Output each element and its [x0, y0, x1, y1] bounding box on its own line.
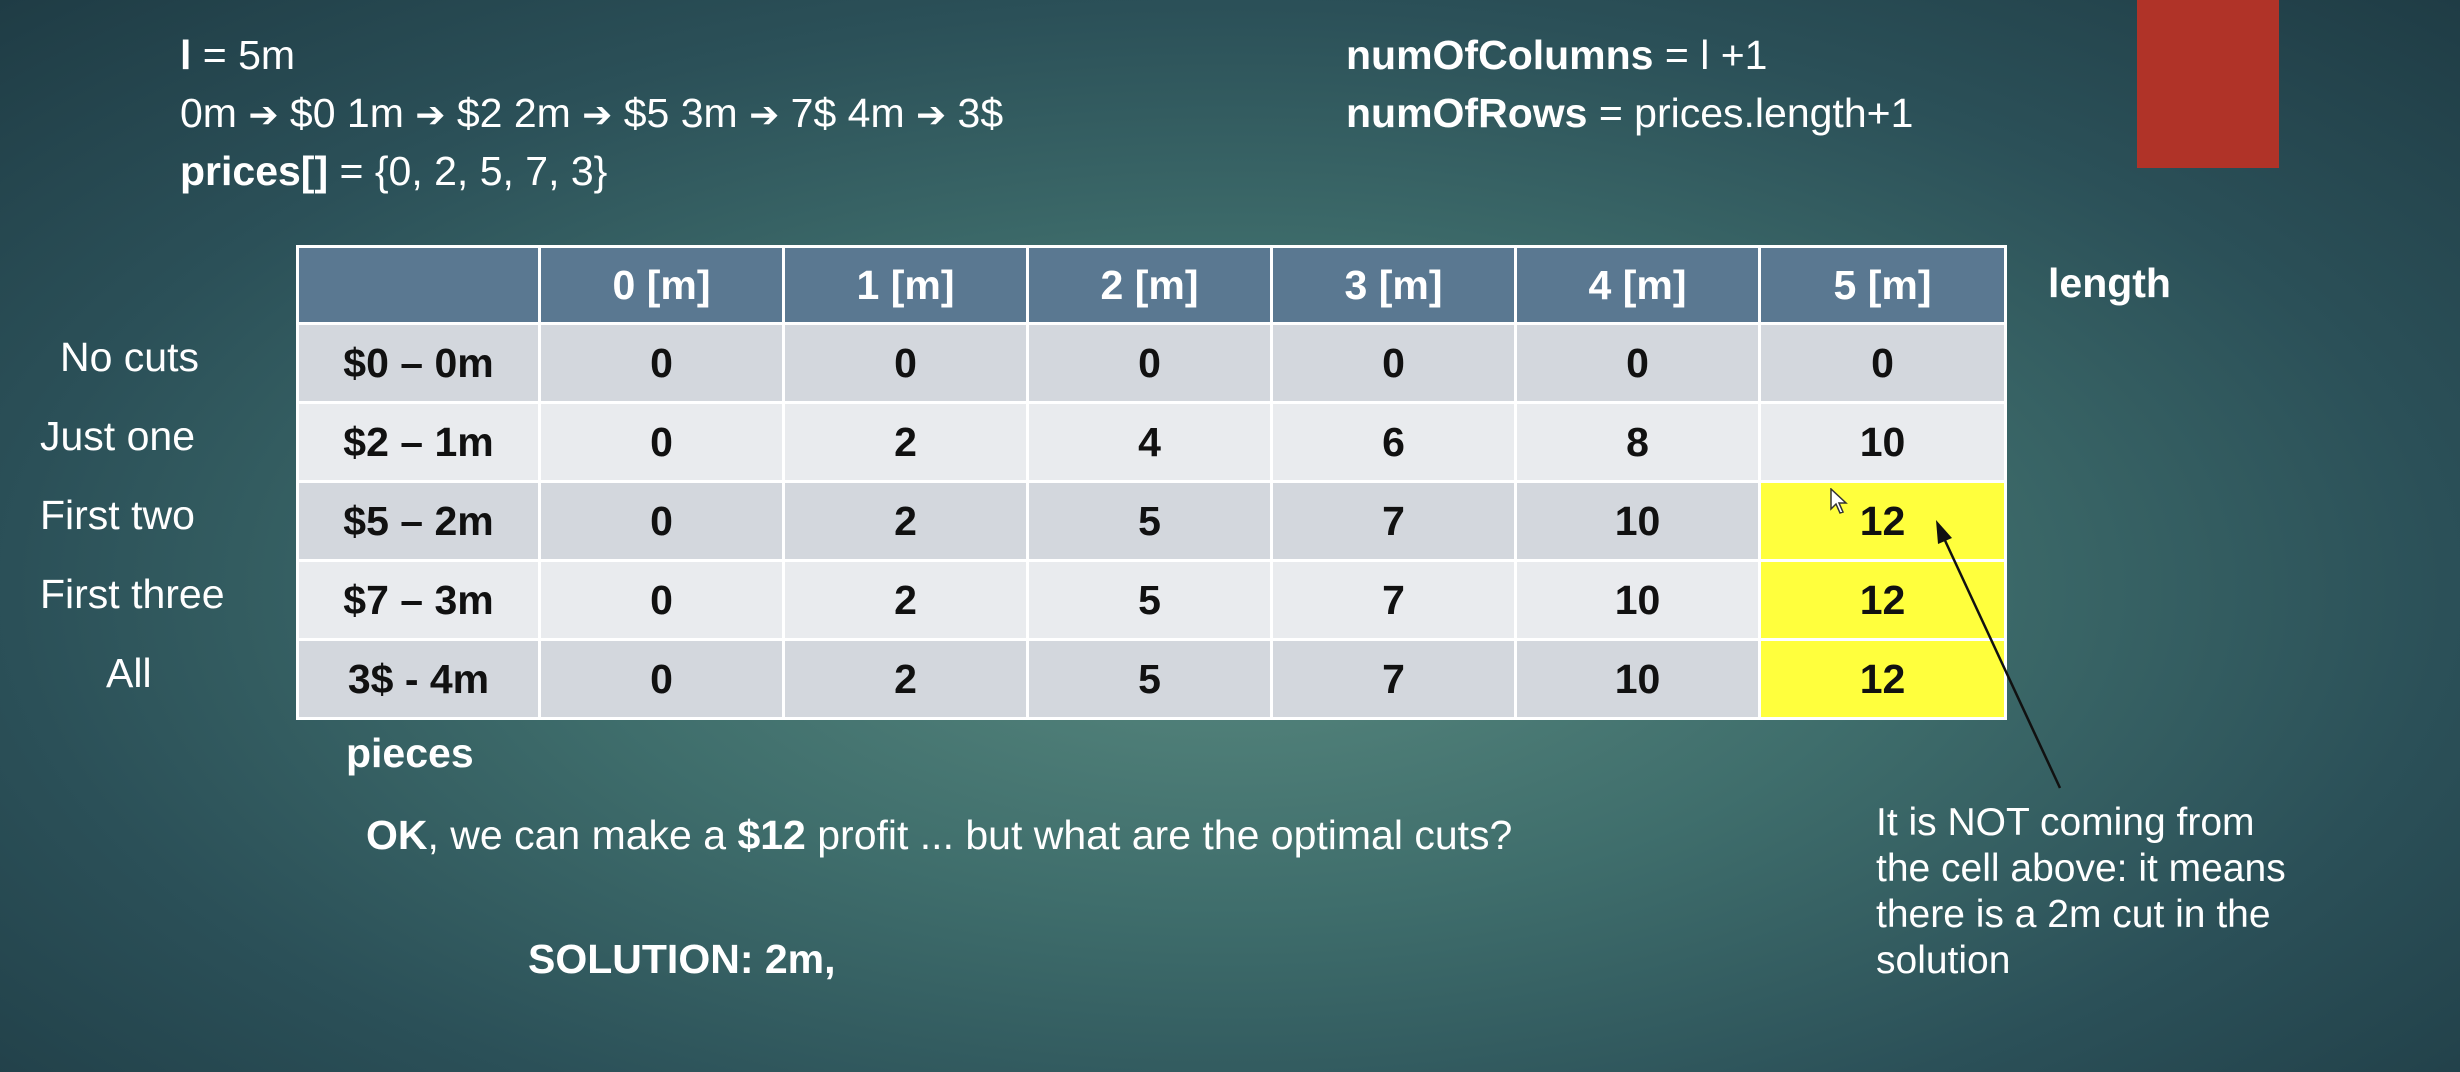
price-mapping: 0m ➔ $0 1m ➔ $2 2m ➔ $5 3m ➔ 7$ 4m ➔ 3$ — [180, 90, 1004, 136]
header-cell: 1 [m] — [782, 245, 1029, 325]
highlighted-cell: 12 — [1758, 480, 2007, 562]
columns-definition: numOfColumns = l +1 — [1346, 32, 1768, 78]
table-cell: 5 — [1026, 480, 1273, 562]
table-cell: 0 — [1514, 322, 1761, 404]
table-cell: 0 — [1758, 322, 2007, 404]
highlighted-cell: 12 — [1758, 638, 2007, 720]
table-row: $7 – 3m 0 2 5 7 10 12 — [296, 559, 2007, 641]
row-label-first-three: First three — [40, 571, 225, 617]
annotation-line: there is a 2m cut in the — [1876, 893, 2271, 936]
annotation-note: It is NOT coming from the cell above: it… — [1876, 800, 2286, 984]
axis-label-length: length — [2048, 260, 2171, 306]
prices-definition: prices[] = {0, 2, 5, 7, 3} — [180, 148, 608, 194]
table-row: $0 – 0m 0 0 0 0 0 0 — [296, 322, 2007, 404]
row-label-first-two: First two — [40, 492, 195, 538]
red-rectangle — [2137, 0, 2279, 168]
header-cell: 3 [m] — [1270, 245, 1517, 325]
table-cell: 6 — [1270, 401, 1517, 483]
table-cell: 0 — [538, 559, 785, 641]
question-text: OK, we can make a $12 profit ... but wha… — [366, 812, 1513, 858]
table-cell: 0 — [1270, 322, 1517, 404]
dp-table: 0 [m] 1 [m] 2 [m] 3 [m] 4 [m] 5 [m] $0 –… — [296, 245, 2007, 720]
row-label-just-one: Just one — [40, 413, 195, 459]
piece-cell: $2 – 1m — [296, 401, 541, 483]
table-cell: 0 — [538, 322, 785, 404]
header-cell: 4 [m] — [1514, 245, 1761, 325]
table-cell: 2 — [782, 401, 1029, 483]
cursor-icon — [1830, 488, 1848, 514]
table-cell: 10 — [1514, 559, 1761, 641]
rows-definition: numOfRows = prices.length+1 — [1346, 90, 1914, 136]
annotation-line: It is NOT coming from — [1876, 801, 2255, 844]
table-cell: 0 — [538, 401, 785, 483]
piece-cell: $5 – 2m — [296, 480, 541, 562]
table-row: 3$ - 4m 0 2 5 7 10 12 — [296, 638, 2007, 720]
annotation-line: solution — [1876, 939, 2011, 982]
table-cell: 7 — [1270, 480, 1517, 562]
table-cell: 4 — [1026, 401, 1273, 483]
table-cell: 5 — [1026, 559, 1273, 641]
length-definition: l = 5m — [180, 32, 296, 78]
table-cell: 2 — [782, 638, 1029, 720]
table-cell: 10 — [1758, 401, 2007, 483]
arrow-right-icon: ➔ — [915, 95, 947, 136]
header-row: 0 [m] 1 [m] 2 [m] 3 [m] 4 [m] 5 [m] — [296, 245, 2007, 325]
table-cell: 5 — [1026, 638, 1273, 720]
table-cell: 0 — [782, 322, 1029, 404]
arrow-right-icon: ➔ — [415, 95, 446, 136]
row-label-all: All — [106, 650, 152, 696]
table-cell: 0 — [538, 638, 785, 720]
table-cell: 0 — [1026, 322, 1273, 404]
header-cell: 0 [m] — [538, 245, 785, 325]
header-cell: 2 [m] — [1026, 245, 1273, 325]
table-cell: 8 — [1514, 401, 1761, 483]
table-cell: 0 — [538, 480, 785, 562]
table-cell: 10 — [1514, 480, 1761, 562]
table-row: $5 – 2m 0 2 5 7 10 12 — [296, 480, 2007, 562]
piece-cell: 3$ - 4m — [296, 638, 541, 720]
table-cell: 10 — [1514, 638, 1761, 720]
arrow-right-icon: ➔ — [248, 95, 279, 136]
piece-cell: $7 – 3m — [296, 559, 541, 641]
table-row: $2 – 1m 0 2 4 6 8 10 — [296, 401, 2007, 483]
table-cell: 2 — [782, 559, 1029, 641]
arrow-right-icon: ➔ — [582, 95, 613, 136]
header-cell — [296, 245, 541, 325]
piece-cell: $0 – 0m — [296, 322, 541, 404]
table-cell: 7 — [1270, 638, 1517, 720]
table-cell: 2 — [782, 480, 1029, 562]
highlighted-cell: 12 — [1758, 559, 2007, 641]
annotation-line: the cell above: it means — [1876, 847, 2286, 890]
arrow-right-icon: ➔ — [749, 95, 780, 136]
row-label-no-cuts: No cuts — [60, 334, 199, 380]
table-cell: 7 — [1270, 559, 1517, 641]
solution-text: SOLUTION: 2m, — [528, 936, 836, 982]
header-cell: 5 [m] — [1758, 245, 2007, 325]
axis-label-pieces: pieces — [346, 730, 474, 776]
